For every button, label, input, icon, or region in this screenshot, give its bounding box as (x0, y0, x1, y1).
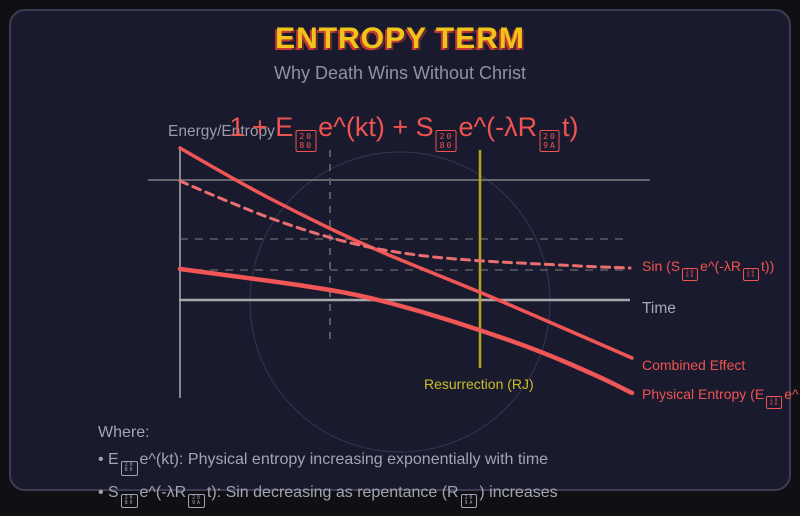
resurrection-label: Resurrection (RJ) (424, 376, 534, 392)
missing-glyph-box: 20 9A (742, 267, 760, 282)
curve-physical-entropy (177, 266, 635, 396)
missing-glyph-box: 20 80 (682, 267, 699, 282)
legend-label-physical: Physical Entropy (E 20 80 e^ (642, 386, 799, 410)
curve-combined-effect (178, 146, 634, 360)
missing-glyph-box: 20 9A (460, 493, 478, 509)
note-item: • E 20 80 e^(kt): Physical entropy increasi… (98, 451, 558, 476)
curve-sin (178, 179, 632, 270)
missing-glyph-box: 20 9A (539, 130, 560, 153)
missing-glyph-box: 20 80 (766, 395, 783, 410)
notes-heading: Where: (98, 424, 150, 441)
curve-series-group (177, 146, 635, 396)
missing-glyph-box: 20 9A (188, 493, 205, 509)
page-title: ENTROPY TERM (275, 22, 525, 55)
notes-block: Where: • E 20 80 e^(kt): Physical entropy i… (98, 424, 558, 516)
note-item: • S 20 80 e^(-λR 20 9A t): Sin decreasing as r… (98, 484, 558, 509)
legend-label-combined: Combined Effect (642, 357, 746, 373)
missing-glyph-box: 20 80 (435, 130, 457, 153)
y-axis-label: Energy/Entropy (168, 123, 275, 140)
formula: 1 + E 20 80 e^(kt) + S 20 80 e^(-λR 20 9A t) (230, 112, 578, 153)
page-background: { "title": "ENTROPY TERM", "subtitle": "… (9, 9, 799, 509)
page-subtitle: Why Death Wins Without Christ (273, 63, 527, 83)
legend-label-sin: Sin (S 20 80 e^(-λR 20 9A t)) (642, 258, 774, 282)
missing-glyph-box: 20 80 (295, 130, 317, 153)
x-axis-label: Time (642, 300, 676, 317)
chart-card (9, 9, 791, 491)
reference-circle-decoration (249, 151, 551, 453)
chart-canvas (148, 146, 650, 453)
missing-glyph-box: 20 80 (120, 460, 138, 476)
missing-glyph-box: 20 80 (120, 493, 138, 509)
